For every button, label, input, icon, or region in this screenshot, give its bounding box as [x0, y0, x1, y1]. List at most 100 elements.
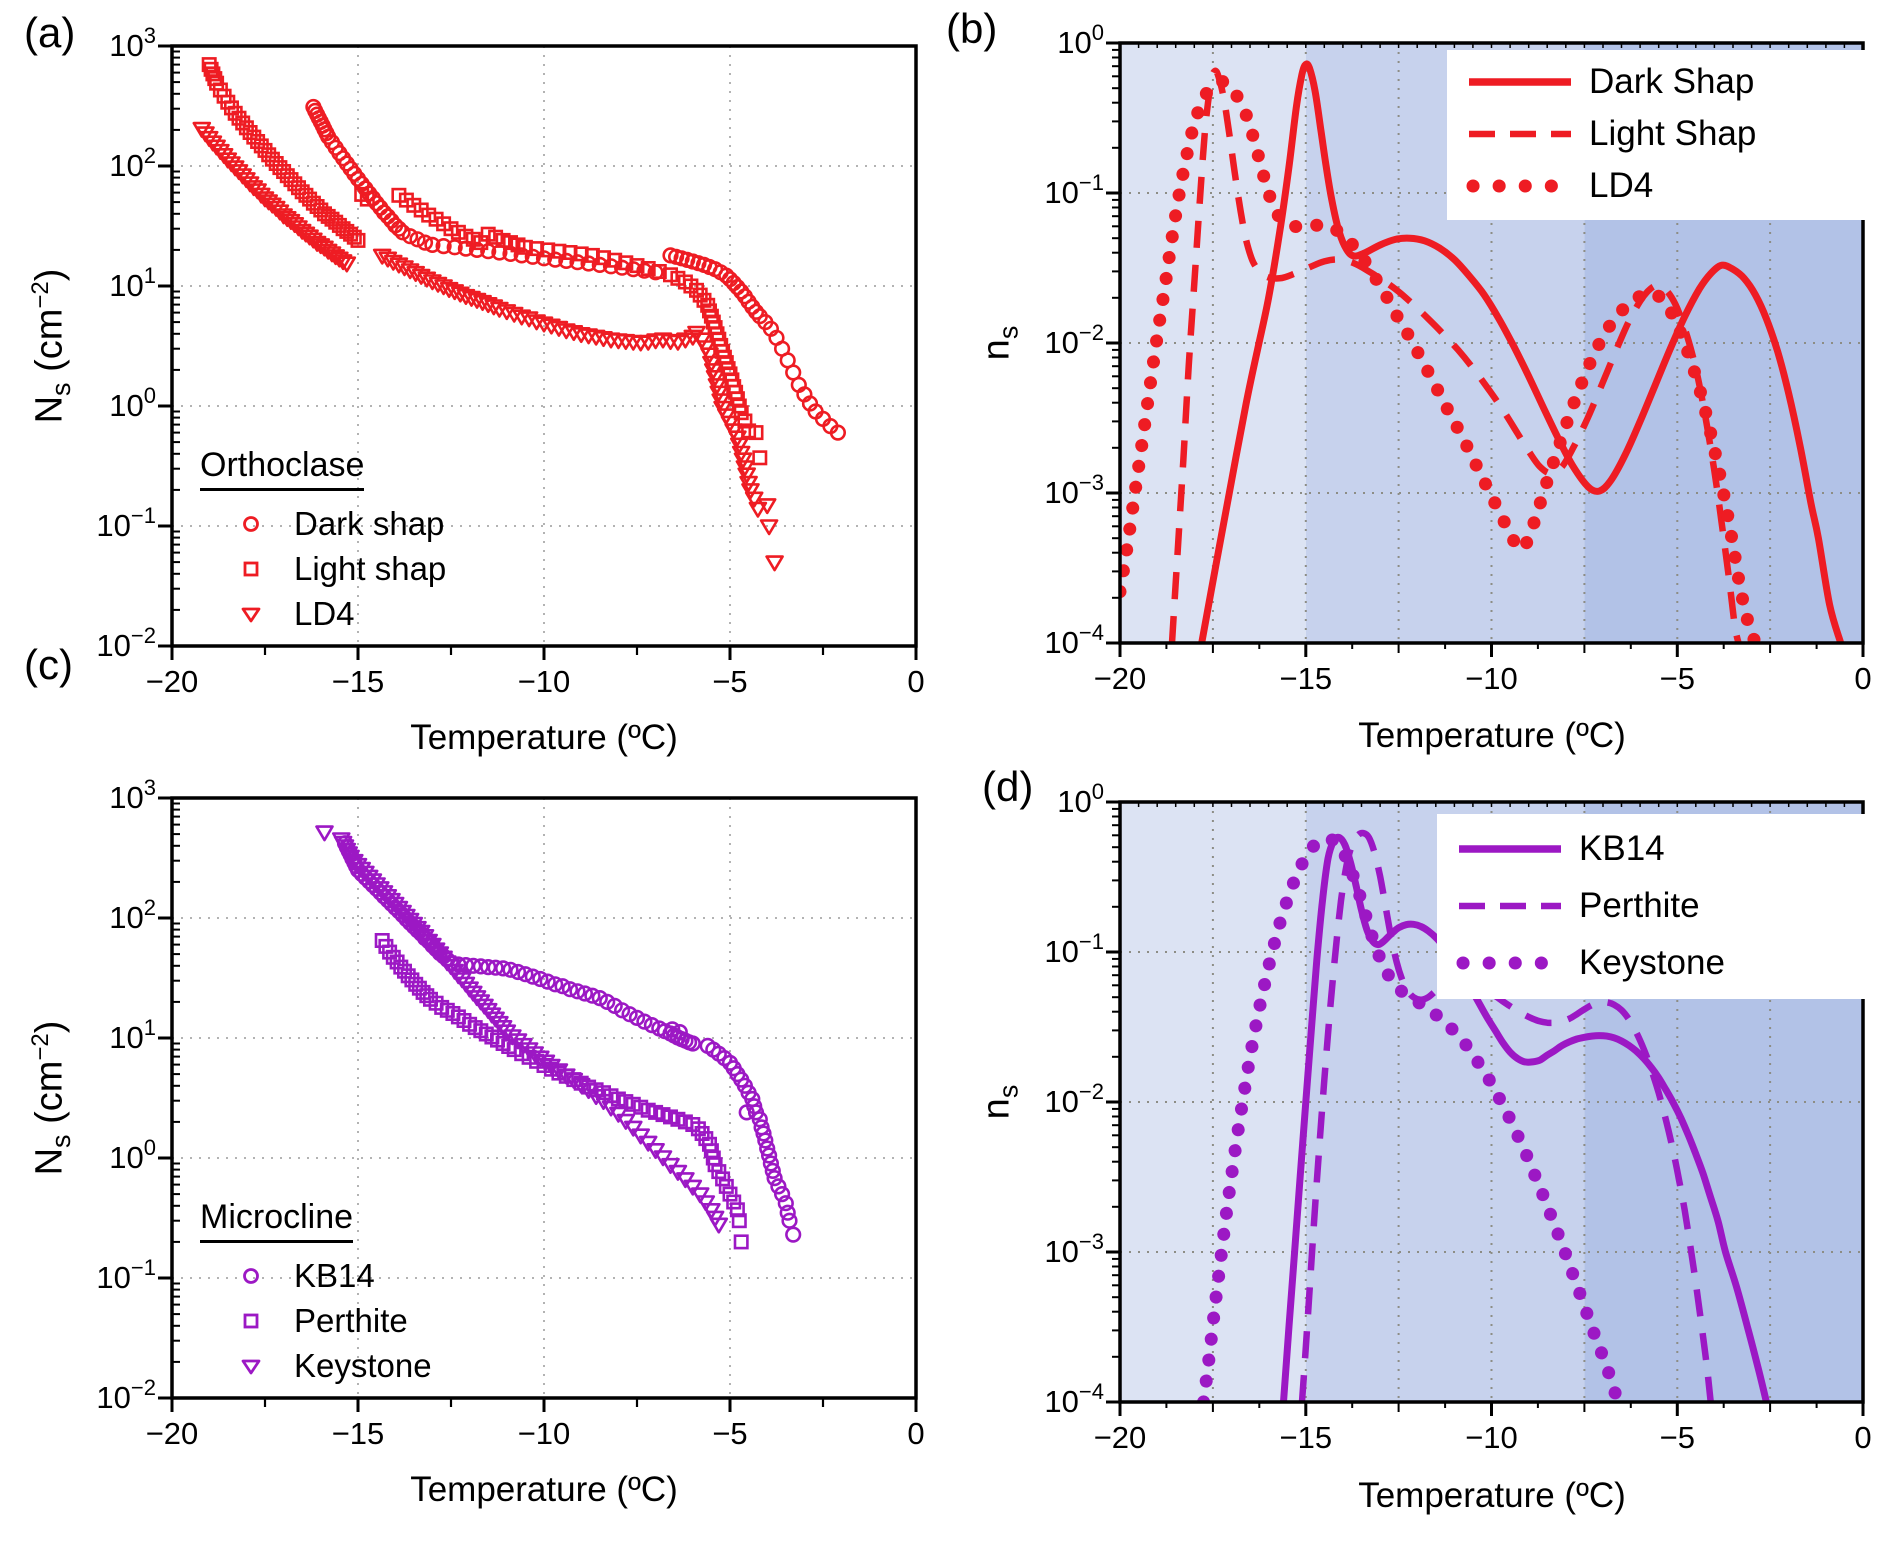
legend-item: Perthite — [1455, 877, 1881, 934]
legend-item: Dark shap — [200, 501, 446, 546]
svg-text:−20: −20 — [1094, 661, 1147, 696]
svg-text:10−2: 10−2 — [96, 623, 156, 663]
svg-text:−5: −5 — [1660, 661, 1695, 696]
svg-text:10−2: 10−2 — [1044, 1079, 1104, 1119]
axis-ticks — [158, 44, 918, 660]
svg-text:101: 101 — [109, 1015, 156, 1055]
series — [315, 825, 802, 1250]
series-dark-shap — [1198, 60, 1845, 643]
legend-item-label: Perthite — [294, 1301, 408, 1339]
dashed-line-icon — [1455, 896, 1565, 916]
panel-c-plot: −20 −15 −10 −5 0 103 102 101 100 10−1 10−2 — [96, 775, 924, 1451]
series-dark-shap — [305, 98, 847, 441]
legend-orthoclase: Orthoclase Dark shap Light shap LD4 — [200, 446, 446, 636]
svg-text:−20: −20 — [146, 664, 199, 699]
svg-text:101: 101 — [109, 263, 156, 303]
series-ld4 — [192, 121, 784, 572]
legend-microcline: Microcline KB14 Perthite Keystone — [200, 1198, 432, 1388]
legend-title: Microcline — [200, 1198, 354, 1243]
series-light-shap — [201, 57, 768, 466]
legend-item-label: Perthite — [1579, 885, 1700, 925]
svg-text:10−4: 10−4 — [1044, 620, 1104, 660]
panel-d-label: (d) — [982, 763, 1034, 810]
legend-item: Perthite — [200, 1298, 432, 1343]
svg-text:100: 100 — [109, 1135, 156, 1175]
legend-item-label: Dark Shap — [1589, 62, 1755, 101]
tick-labels: −20 −15 −10 −5 0 100 10−1 10−2 10−3 10−4 — [1044, 20, 1871, 696]
svg-text:10−2: 10−2 — [1044, 320, 1104, 360]
dotted-line-icon — [1465, 176, 1575, 196]
legend-item: Keystone — [200, 1343, 432, 1388]
svg-text:103: 103 — [109, 23, 156, 63]
legend-item-label: Dark shap — [294, 504, 445, 542]
legend-item-label: KB14 — [294, 1256, 375, 1294]
panel-a-x-axis-title: Temperature (ºC) — [410, 718, 678, 757]
svg-text:−10: −10 — [1465, 661, 1518, 696]
panel-d-plot: −20 −15 −10 −5 0 100 10−1 10−2 10−3 10−4 — [1044, 779, 1871, 1455]
panel-d-y-axis-title: ns — [975, 1084, 1024, 1120]
svg-text:−10: −10 — [518, 1416, 571, 1451]
solid-line-icon — [1455, 839, 1565, 859]
circle-marker-icon — [230, 512, 272, 536]
svg-text:10−1: 10−1 — [96, 1255, 156, 1295]
panel-a-y-axis-title: Ns (cm−2) — [26, 268, 77, 424]
panel-a-label: (a) — [24, 9, 76, 56]
svg-text:−15: −15 — [332, 1416, 385, 1451]
solid-line-icon — [1465, 72, 1575, 92]
legend-panel-d: KB14 Perthite Keystone — [1437, 814, 1892, 999]
panel-b-y-axis-title: ns — [975, 325, 1024, 361]
triangle-marker-icon — [230, 1354, 272, 1378]
svg-text:−10: −10 — [518, 664, 571, 699]
legend-item: Keystone — [1455, 934, 1881, 991]
legend-item-label: Keystone — [1579, 942, 1725, 982]
panel-a-plot: −20 −15 −10 −5 0 103 102 101 100 10−1 10−2 — [96, 23, 924, 699]
dotted-line-icon — [1455, 953, 1565, 973]
svg-text:102: 102 — [109, 895, 156, 935]
series — [192, 57, 847, 572]
svg-text:−5: −5 — [1660, 1420, 1695, 1455]
legend-item: LD4 — [1465, 160, 1882, 212]
legend-panel-b: Dark Shap Light Shap LD4 — [1447, 50, 1892, 220]
legend-item-label: LD4 — [294, 594, 355, 632]
svg-text:10−4: 10−4 — [1044, 1379, 1104, 1419]
panel-c-y-axis-title: Ns (cm−2) — [26, 1020, 77, 1176]
series-ld4 — [1120, 75, 1762, 643]
legend-item: Dark Shap — [1465, 56, 1882, 108]
svg-text:0: 0 — [1854, 661, 1871, 696]
tick-labels: −20 −15 −10 −5 0 103 102 101 100 10−1 10−2 — [96, 23, 924, 699]
svg-text:10−3: 10−3 — [1044, 470, 1104, 510]
svg-text:0: 0 — [1854, 1420, 1871, 1455]
svg-text:102: 102 — [109, 143, 156, 183]
svg-text:100: 100 — [109, 383, 156, 423]
svg-text:100: 100 — [1057, 779, 1104, 819]
tick-labels: −20 −15 −10 −5 0 103 102 101 100 10−1 10−2 — [96, 775, 924, 1451]
legend-item: LD4 — [200, 591, 446, 636]
square-marker-icon — [230, 557, 272, 581]
series-kb14 — [1280, 833, 1770, 1402]
series-keystone — [315, 825, 729, 1234]
gridlines — [172, 46, 916, 646]
panel-d-x-axis-title: Temperature (ºC) — [1358, 1476, 1626, 1515]
svg-text:−15: −15 — [1280, 1420, 1333, 1455]
svg-text:10−1: 10−1 — [96, 503, 156, 543]
axis-ticks — [158, 796, 918, 1412]
legend-item: Light Shap — [1465, 108, 1882, 160]
axis-ticks — [1106, 800, 1865, 1416]
panel-c-x-axis-title: Temperature (ºC) — [410, 1470, 678, 1509]
svg-text:103: 103 — [109, 775, 156, 815]
legend-item: KB14 — [200, 1253, 432, 1298]
legend-item-label: KB14 — [1579, 828, 1665, 868]
circle-marker-icon — [230, 1264, 272, 1288]
series-light-shap — [1168, 67, 1742, 643]
svg-text:−20: −20 — [146, 1416, 199, 1451]
axis-ticks — [1106, 41, 1865, 657]
tick-labels: −20 −15 −10 −5 0 100 10−1 10−2 10−3 10−4 — [1044, 779, 1871, 1455]
dashed-line-icon — [1465, 124, 1575, 144]
legend-item-label: Keystone — [294, 1346, 432, 1384]
svg-text:−5: −5 — [712, 664, 747, 699]
triangle-marker-icon — [230, 602, 272, 626]
series-keystone — [1197, 832, 1625, 1402]
svg-text:10−1: 10−1 — [1044, 170, 1104, 210]
legend-item-label: LD4 — [1589, 166, 1654, 205]
svg-text:10−1: 10−1 — [1044, 929, 1104, 969]
